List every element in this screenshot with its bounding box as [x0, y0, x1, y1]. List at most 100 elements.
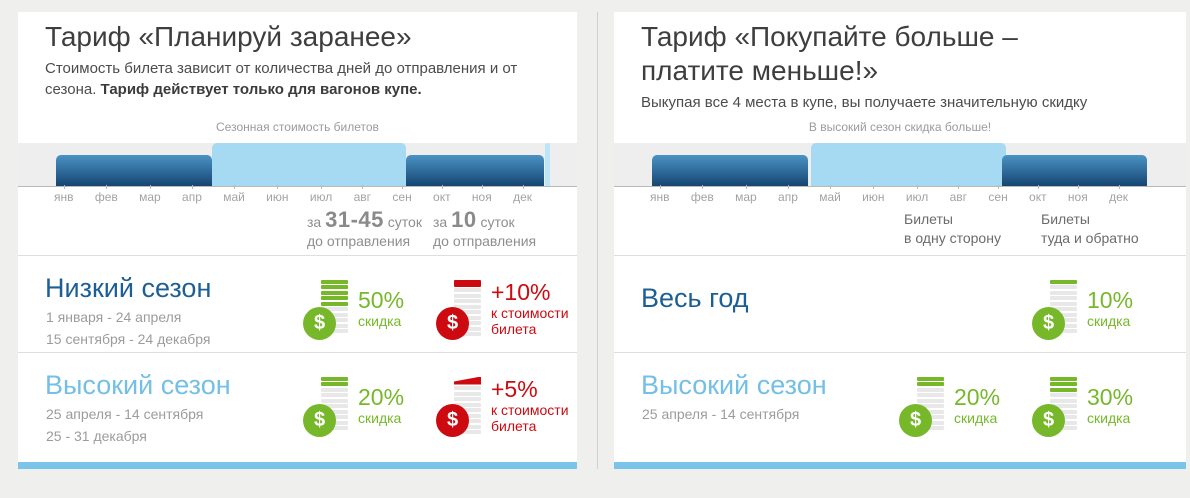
discount-value: 20%: [358, 383, 405, 410]
season-name: Высокий сезон: [641, 370, 827, 400]
high-season-bar: [212, 143, 406, 186]
dollar-coin-icon: $: [1032, 306, 1065, 340]
panel-subtitle-bold: Тариф действует только для вагонов купе.: [100, 81, 422, 98]
month-label: июн: [862, 185, 885, 204]
discount-cell: $ 20% скидка: [899, 374, 1001, 437]
month-label: окт: [433, 185, 451, 204]
panel-subtitle-text: Стоимость билета зависит от количества д…: [45, 60, 518, 98]
season-row-low: Низкий сезон 1 января - 24 апреля 15 сен…: [18, 255, 577, 352]
dollar-coin-icon: $: [436, 306, 469, 340]
season-row-high: Высокий сезон 25 апреля - 14 сентября 25…: [18, 352, 577, 462]
season-caption: Сезонная стоимость билетов: [216, 120, 379, 134]
month-label: авг: [353, 185, 372, 204]
month-label: июн: [266, 185, 289, 204]
header-line2: до отправления: [307, 233, 411, 249]
discount-label: скидка: [1087, 312, 1131, 329]
month-label: окт: [1029, 185, 1047, 204]
dollar-coin-icon: $: [436, 403, 469, 437]
month-label: апр: [182, 185, 202, 204]
season-dates: 25 апреля - 14 сентября 25 - 31 декабря: [46, 403, 203, 447]
discount-cell: $ 30% скидка: [1032, 374, 1134, 437]
header-days: 10: [451, 207, 477, 232]
month-label: дек: [513, 185, 532, 204]
low-season-bar-1: [652, 155, 808, 186]
month-label: апр: [778, 185, 798, 204]
month-axis: янв фев мар апр май июн июл авг сен окт …: [54, 185, 532, 204]
surcharge-value: +5%: [491, 375, 538, 402]
header-prefix: за: [433, 214, 452, 230]
header-suffix: суток: [476, 214, 515, 230]
season-dates: 1 января - 24 апреля 15 сентября - 24 де…: [46, 306, 211, 350]
month-label: мар: [735, 185, 757, 204]
month-label: июл: [309, 185, 333, 204]
low-season-bar-1: [56, 155, 212, 186]
discount-value: 30%: [1087, 383, 1134, 410]
discount-cell: $ 50% скидка: [303, 277, 405, 340]
high-season-bar: [811, 143, 1006, 186]
column-header-one-way: Билеты в одну сторону: [904, 210, 1001, 248]
coin-stack-icon: $: [899, 376, 945, 437]
row-separator: [614, 255, 1186, 256]
coin-stack-icon: $: [303, 279, 349, 340]
discount-label: скидка: [954, 409, 998, 426]
discount-value: 10%: [1087, 286, 1134, 313]
surcharge-cell: $ +10% к стоимости билета: [436, 277, 577, 340]
month-label: ноя: [1067, 185, 1088, 204]
row-separator: [18, 352, 577, 353]
high-season-end-sliver: [545, 143, 550, 186]
season-caption: В высокий сезон скидка больше!: [808, 120, 992, 134]
header-line1: Билеты: [904, 211, 953, 227]
month-axis: янв фев мар апр май июн июл авг сен окт …: [650, 185, 1128, 204]
panel-title-line1: Тариф «Покупайте больше –: [641, 21, 1018, 52]
month-label: май: [223, 185, 245, 204]
header-days: 31-45: [325, 207, 384, 232]
column-header-advance-10: за 10 суток до отправления: [433, 207, 537, 251]
header-prefix: за: [307, 214, 326, 230]
header-suffix: суток: [383, 214, 422, 230]
coin-stack-icon: $: [1032, 376, 1078, 437]
discount-cell: $ 20% скидка: [303, 374, 405, 437]
month-label: июл: [905, 185, 929, 204]
header-line2: до отправления: [433, 233, 537, 249]
column-header-advance-31-45: за 31-45 суток до отправления: [307, 207, 422, 251]
dollar-coin-icon: $: [899, 403, 932, 437]
season-name: Низкий сезон: [45, 273, 212, 303]
season-dates: 25 апреля - 14 сентября: [642, 403, 799, 425]
dollar-coin-icon: $: [303, 306, 336, 340]
date-range: 25 апреля - 14 сентября: [46, 406, 204, 422]
season-name: Весь год: [641, 283, 749, 313]
surcharge-label: к стоимости билета: [491, 401, 569, 434]
dollar-coin-icon: $: [1032, 403, 1065, 437]
discount-label: скидка: [358, 312, 402, 329]
month-label: фев: [94, 185, 118, 204]
discount-label: скидка: [358, 409, 402, 426]
month-label: май: [819, 185, 841, 204]
low-season-bar-2: [1002, 155, 1147, 186]
discount-value: 20%: [954, 383, 1001, 410]
tariff-panel-buy-more: Тариф «Покупайте больше – платите меньше…: [614, 12, 1186, 469]
season-name: Высокий сезон: [45, 370, 231, 400]
header-line1: Билеты: [1041, 211, 1090, 227]
header-line2: в одну сторону: [904, 230, 1001, 246]
panel-title: Тариф «Планируй заранее»: [45, 20, 412, 54]
discount-label: скидка: [1087, 409, 1131, 426]
surcharge-label: к стоимости билета: [491, 304, 569, 337]
panel-title-line2: платите меньше!»: [641, 55, 879, 86]
month-label: дек: [1109, 185, 1128, 204]
tariff-panel-plan-ahead: Тариф «Планируй заранее» Стоимость билет…: [18, 12, 577, 469]
column-header-round-trip: Билеты туда и обратно: [1041, 210, 1139, 248]
discount-cell: $ 10% скидка: [1032, 277, 1134, 340]
discount-value: 50%: [358, 286, 405, 313]
month-label: сен: [392, 185, 412, 204]
surcharge-cell: $ +5% к стоимости билета: [436, 374, 577, 437]
coin-stack-icon: $: [436, 279, 482, 340]
season-row-all-year: Весь год $ 10% скидка: [614, 255, 1186, 352]
panel-subtitle: Стоимость билета зависит от количества д…: [45, 58, 521, 100]
coin-stack-icon: $: [436, 376, 482, 437]
low-season-bar-2: [406, 155, 544, 186]
panel-subtitle: Выкупая все 4 места в купе, вы получаете…: [641, 92, 1186, 113]
month-label: ноя: [471, 185, 492, 204]
month-label: авг: [949, 185, 968, 204]
month-label: сен: [988, 185, 1008, 204]
date-range: 25 апреля - 14 сентября: [642, 406, 800, 422]
